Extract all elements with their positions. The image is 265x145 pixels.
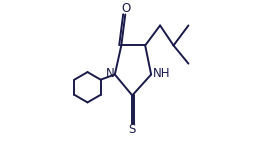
Text: N: N: [105, 67, 114, 80]
Text: O: O: [121, 2, 131, 15]
Text: S: S: [129, 123, 136, 136]
Text: NH: NH: [152, 67, 170, 80]
